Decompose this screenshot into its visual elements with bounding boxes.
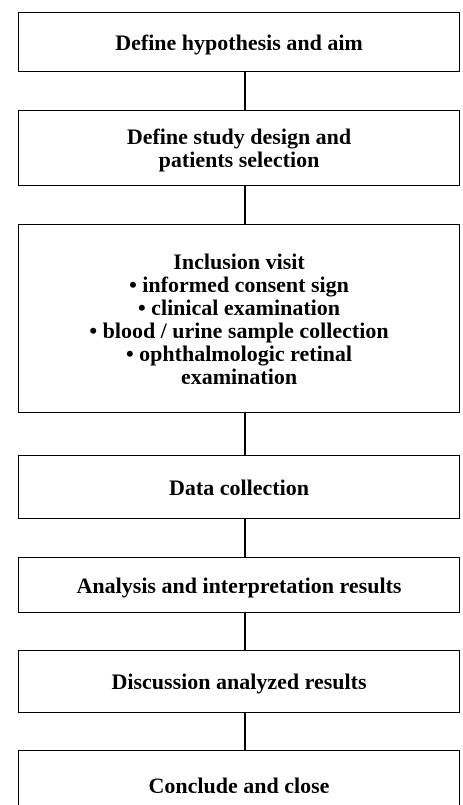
step-text: Inclusion visit — [173, 248, 305, 274]
step-box: Discussion analyzed results — [18, 650, 460, 713]
connector — [244, 72, 246, 110]
step-box: Define study design and patients selectio… — [18, 110, 460, 186]
step-text: Discussion analyzed results — [111, 669, 367, 694]
step-box: Analysis and interpretation results — [18, 557, 460, 613]
step-box: Conclude and close — [18, 750, 460, 805]
step-box: Data collection — [18, 455, 460, 519]
connector — [244, 413, 246, 455]
step-text: Conclude and close — [148, 772, 330, 798]
connector — [244, 519, 246, 557]
step-text: • clinical examination — [137, 294, 341, 320]
connector — [244, 713, 246, 750]
step-text: • blood / urine sample collection — [89, 317, 389, 343]
connector — [244, 186, 246, 224]
step-text: • ophthalmologic retinal — [125, 340, 353, 366]
step-text: examination — [180, 363, 298, 389]
step-box: Inclusion visit • informed consent sign • … — [18, 224, 460, 413]
step-text: Data collection — [169, 474, 309, 500]
connector — [244, 613, 246, 650]
step-box: Define hypothesis and aim — [18, 12, 460, 72]
step-text: Analysis and interpretation results — [76, 572, 402, 598]
step-text: patients selection — [158, 147, 320, 172]
step-text: Define hypothesis and aim — [115, 29, 363, 55]
step-text: Define study design and — [126, 124, 352, 149]
step-text: • informed consent sign — [129, 271, 349, 297]
